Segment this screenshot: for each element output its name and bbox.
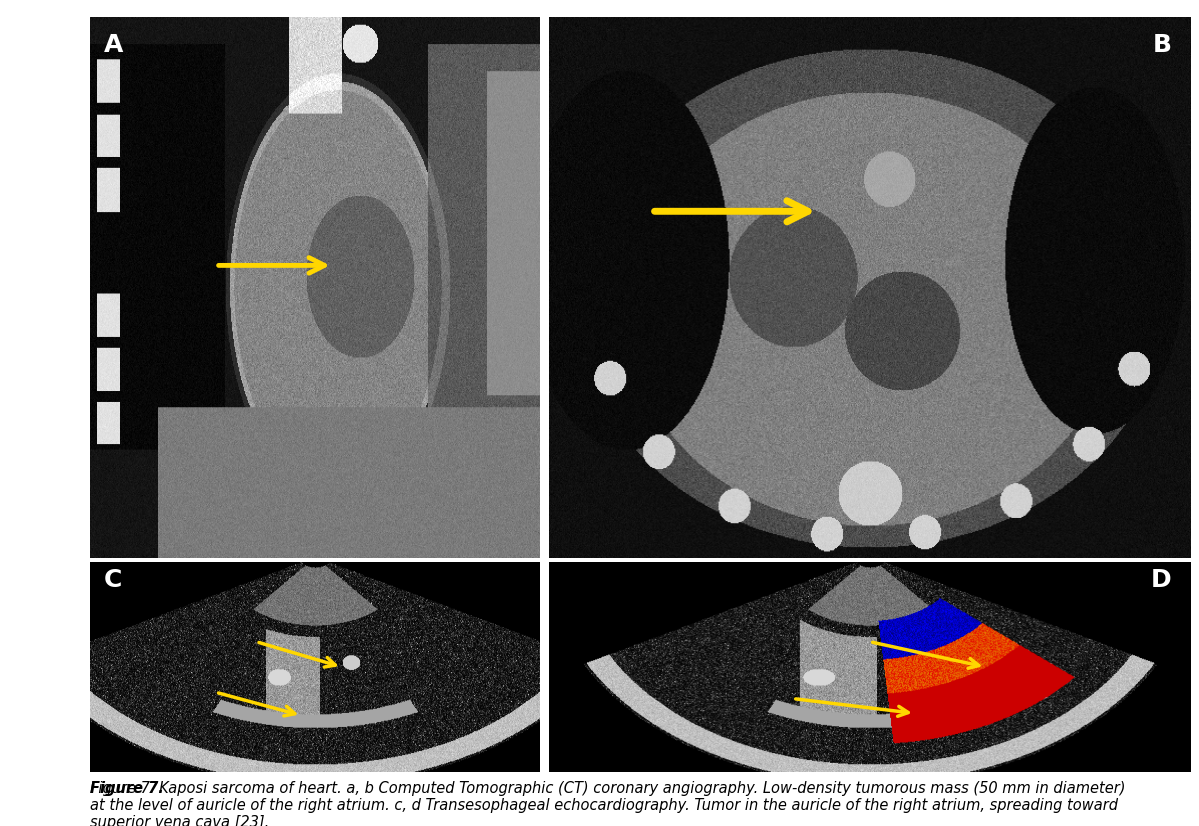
Text: C: C xyxy=(103,568,122,592)
Text: D: D xyxy=(1151,568,1171,592)
Text: A: A xyxy=(103,33,122,57)
Text: B: B xyxy=(1152,33,1171,57)
Text: Figure 7. Kaposi sarcoma of heart. a, b Computed Tomographic (CT) coronary angio: Figure 7. Kaposi sarcoma of heart. a, b … xyxy=(90,781,1126,826)
Text: Figure 7.: Figure 7. xyxy=(90,781,164,795)
